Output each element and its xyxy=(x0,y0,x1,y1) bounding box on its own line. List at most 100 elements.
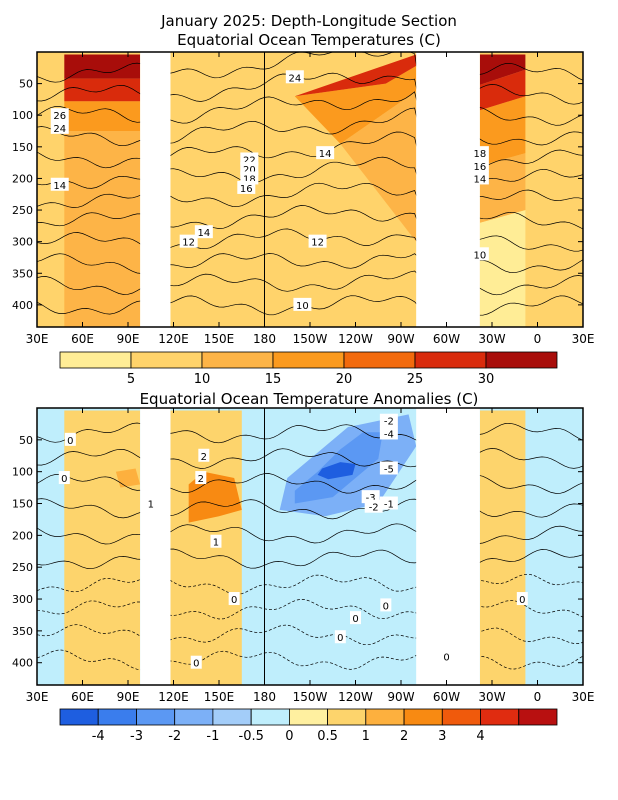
lon-tick-label-3: 120E xyxy=(158,332,189,346)
colorbar-label-6: 0.5 xyxy=(317,729,338,744)
contour-label-11: -4 xyxy=(379,426,398,440)
colorbar-label-5: 30 xyxy=(478,372,495,387)
svg-text:0: 0 xyxy=(443,652,449,663)
lon-tick-label-2: 90E xyxy=(117,332,140,346)
contour-line-3 xyxy=(37,498,583,520)
anomaly-chart-title: Equatorial Ocean Temperature Anomalies (… xyxy=(140,390,479,408)
lon-tick-label-11: 0 xyxy=(534,690,542,704)
colorbar-swatch-3 xyxy=(174,708,214,726)
depth-tick-label-400: 400 xyxy=(12,299,33,312)
lon-tick-label-4: 150E xyxy=(204,690,235,704)
lon-tick-label-10: 30W xyxy=(478,690,505,704)
contour-line-0 xyxy=(37,422,583,444)
lon-tick-label-6: 150W xyxy=(293,332,328,346)
anomaly-filled-contours xyxy=(37,408,583,685)
colorbar-swatch-2 xyxy=(136,708,176,726)
contour-region-20-2 xyxy=(294,65,417,144)
depth-tick-label-350: 350 xyxy=(12,625,33,638)
contour-region-15-0 xyxy=(64,131,141,327)
contour-line-7 xyxy=(37,205,583,230)
svg-text:22: 22 xyxy=(243,155,256,166)
contour-label-7: 0 xyxy=(190,655,202,670)
colorbar-label-4: 25 xyxy=(407,372,424,387)
colorbar-label-7: 1 xyxy=(362,729,370,744)
svg-text:0: 0 xyxy=(61,474,67,485)
lon-tick-label-0: 30E xyxy=(26,690,49,704)
land-gap-1 xyxy=(416,408,480,685)
contour-label-9: 12 xyxy=(179,234,198,249)
lon-tick-label-6: 150W xyxy=(293,690,328,704)
colorbar-swatch-6 xyxy=(288,708,328,726)
contour-label-14: 16 xyxy=(470,158,489,173)
contour-label-1: 2 xyxy=(198,448,210,463)
contour-region-30-0 xyxy=(64,54,141,79)
contour-label-15: 14 xyxy=(470,171,489,185)
svg-text:12: 12 xyxy=(182,238,195,249)
contour-label-0: 0 xyxy=(64,432,76,447)
contour-line-10 xyxy=(37,270,583,296)
contour-region-15-2 xyxy=(340,91,417,242)
anomaly-colorbar: -4 -3 -2 -1 -0.5 0 0.5 1 2 3 4 xyxy=(59,708,558,744)
svg-text:1: 1 xyxy=(213,538,219,549)
svg-text:-3: -3 xyxy=(366,493,376,504)
colorbar-label-4: -0.5 xyxy=(239,729,264,744)
depth-tick-label-100: 100 xyxy=(12,109,33,122)
svg-text:-2: -2 xyxy=(369,503,379,514)
colorbar-swatch-1 xyxy=(130,351,203,369)
lon-tick-label-0: 30E xyxy=(26,332,49,346)
contour-region-20-0 xyxy=(64,101,141,131)
svg-text:0: 0 xyxy=(67,436,73,447)
contour-line-2 xyxy=(37,473,583,494)
colorbar-label-8: 2 xyxy=(400,729,408,744)
depth-tick-label-50: 50 xyxy=(19,434,33,447)
svg-text:18: 18 xyxy=(473,149,486,160)
contour-region-15-4 xyxy=(479,153,526,223)
depth-tick-label-300: 300 xyxy=(12,236,33,249)
contour-label-1: 24 xyxy=(50,120,69,135)
colorbar-swatch-8 xyxy=(365,708,405,726)
svg-text:24: 24 xyxy=(288,73,301,84)
colorbar-label-3: -1 xyxy=(206,729,219,744)
contour-line-5 xyxy=(37,156,583,190)
depth-tick-label-250: 250 xyxy=(12,561,33,574)
depth-tick-label-50: 50 xyxy=(19,78,33,91)
contour-line-4 xyxy=(37,131,583,169)
colorbar-label-1: 10 xyxy=(194,372,211,387)
contour-label-11: 12 xyxy=(308,234,327,249)
land-gap-0 xyxy=(140,52,171,327)
land-gap-0 xyxy=(140,408,171,685)
contour-line-1 xyxy=(37,72,583,105)
colorbar-swatch-10 xyxy=(441,708,481,726)
colorbar-swatch-5 xyxy=(250,708,290,726)
temperature-depth-axis: 50 100 150 200 250 300 350 400 xyxy=(12,78,583,312)
svg-text:1: 1 xyxy=(148,500,154,511)
colorbar-label-9: 3 xyxy=(438,729,446,744)
contour-label-0: 26 xyxy=(50,108,69,122)
contour-line-1 xyxy=(37,448,583,469)
svg-text:2: 2 xyxy=(201,452,207,463)
colorbar-swatch-4 xyxy=(343,351,416,369)
contour-label-3: 2 xyxy=(195,471,207,485)
svg-text:0: 0 xyxy=(193,659,199,670)
lon-tick-label-8: 90W xyxy=(387,332,414,346)
svg-text:18: 18 xyxy=(243,174,256,185)
contour-region-25-4 xyxy=(479,69,526,111)
contour-line-9 xyxy=(37,253,583,274)
contour-region-25-0 xyxy=(64,78,141,102)
contour-label-3: 24 xyxy=(285,70,304,84)
temperature-colorbar: 5 10 15 20 25 30 xyxy=(59,351,558,387)
contour-label-7: 16 xyxy=(237,180,256,195)
lon-tick-label-12: 30E xyxy=(572,332,595,346)
temperature-longitude-axis: 30E 60E 90E 120E 150E 180 150W 120W 90W 60W 30W 0 30… xyxy=(26,52,595,346)
lon-tick-label-10: 30W xyxy=(478,332,505,346)
depth-tick-label-150: 150 xyxy=(12,141,33,154)
colorbar-label-10: 4 xyxy=(476,729,484,744)
lon-tick-label-8: 90W xyxy=(387,690,414,704)
contour-line-2 xyxy=(37,91,583,126)
contour-region-20-4 xyxy=(479,96,526,166)
anomaly-longitude-axis: 30E 60E 90E 120E 150E 180 150W 120W 90W 60W 30W 0 30… xyxy=(26,408,594,704)
